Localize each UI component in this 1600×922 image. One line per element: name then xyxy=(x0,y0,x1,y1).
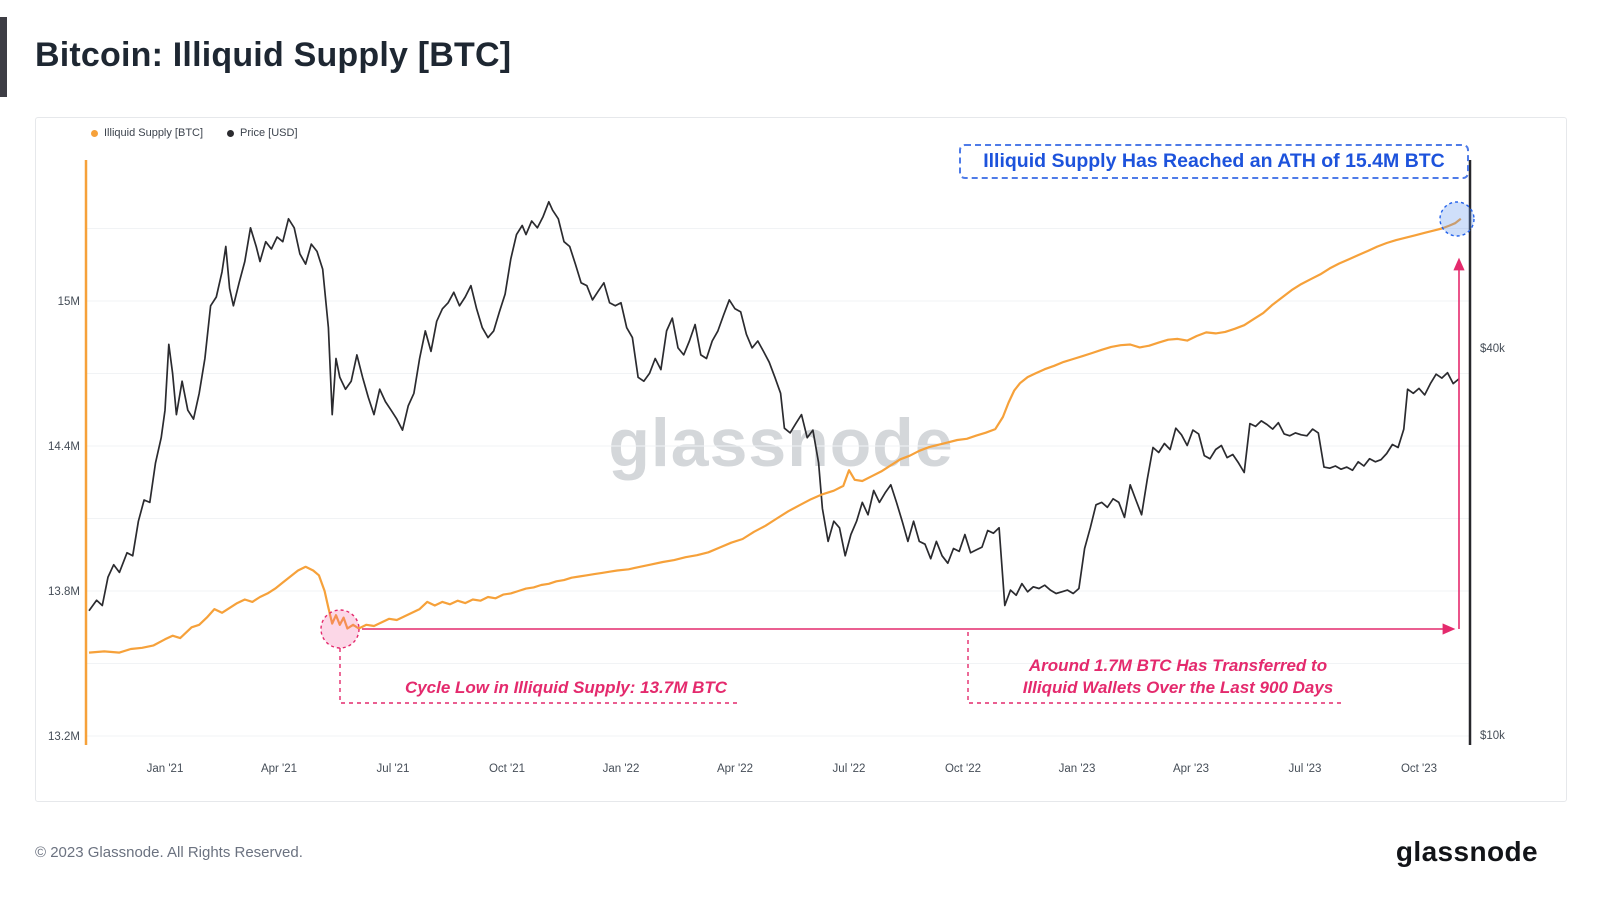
x-axis-tick-label: Jan '21 xyxy=(147,763,184,775)
x-axis-tick-label: Oct '22 xyxy=(945,763,981,775)
glassnode-watermark: glassnode xyxy=(608,405,954,481)
glassnode-logo: glassnode xyxy=(1395,836,1538,867)
chart-legend: Illiquid Supply [BTC] Price [USD] xyxy=(91,127,298,139)
gridlines xyxy=(87,228,1469,737)
legend-swatch-supply-icon xyxy=(91,129,98,137)
copyright-text: © 2023 Glassnode. All Rights Reserved. xyxy=(35,844,303,861)
page-title: Bitcoin: Illiquid Supply [BTC] xyxy=(35,36,512,74)
transfer-annotation-line1: Around 1.7M BTC Has Transferred to xyxy=(1028,656,1328,675)
transfer-annotation-line2: Illiquid Wallets Over the Last 900 Days xyxy=(1022,678,1334,697)
left-axis-tick-label: 13.2M xyxy=(48,731,80,743)
chart-canvas: 15M 14.4M 13.8M 13.2M $40k $10k Jan '21 Apr '… xyxy=(48,160,1505,775)
x-axis-tick-label: Apr '23 xyxy=(1173,763,1209,775)
illiquid-supply-series-line xyxy=(88,217,1462,654)
legend-label-price: Price [USD] xyxy=(240,127,298,139)
left-edge-artifact xyxy=(0,17,7,97)
left-axis-tick-label: 15M xyxy=(58,296,80,308)
left-axis-tick-label: 13.8M xyxy=(48,586,80,598)
x-axis-tick-label: Apr '21 xyxy=(261,763,297,775)
right-axis-tick-labels: $40k $10k xyxy=(1480,343,1505,742)
price-series-line xyxy=(88,200,1460,612)
x-axis-tick-label: Jan '23 xyxy=(1059,763,1096,775)
transfer-connector xyxy=(967,632,1345,704)
x-axis-tick-label: Jul '21 xyxy=(377,763,410,775)
x-axis-tick-label: Apr '22 xyxy=(717,763,753,775)
right-axis-tick-label: $40k xyxy=(1480,343,1505,355)
x-axis-tick-labels: Jan '21 Apr '21 Jul '21 Oct '21 Jan '22 Apr '… xyxy=(147,763,1437,775)
x-axis-tick-label: Jul '22 xyxy=(833,763,866,775)
x-axis-tick-label: Jul '23 xyxy=(1289,763,1322,775)
x-axis-tick-label: Oct '23 xyxy=(1401,763,1437,775)
left-axis-tick-labels: 15M 14.4M 13.8M 13.2M xyxy=(48,296,80,743)
legend-swatch-price-icon xyxy=(227,129,235,137)
legend-label-supply: Illiquid Supply [BTC] xyxy=(104,127,204,139)
ath-marker xyxy=(1439,201,1475,237)
cycle-low-marker xyxy=(320,609,360,649)
ath-annotation: Illiquid Supply Has Reached an ATH of 15… xyxy=(959,144,1469,179)
legend-item-illiquid-supply[interactable]: Illiquid Supply [BTC] xyxy=(91,127,203,139)
legend-item-price[interactable]: Price [USD] xyxy=(227,127,298,139)
cycle-low-annotation: Cycle Low in Illiquid Supply: 13.7M BTC xyxy=(404,678,728,697)
right-axis-tick-label: $10k xyxy=(1480,730,1505,742)
transfer-annotation: Around 1.7M BTC Has Transferred to Illiq… xyxy=(978,655,1378,699)
cycle-low-connector xyxy=(339,648,737,704)
left-axis-tick-label: 14.4M xyxy=(48,441,80,453)
x-axis-tick-label: Jan '22 xyxy=(603,763,640,775)
chart-card: Illiquid Supply [BTC] Price [USD] glassn… xyxy=(35,117,1567,802)
x-axis-tick-label: Oct '21 xyxy=(489,763,525,775)
